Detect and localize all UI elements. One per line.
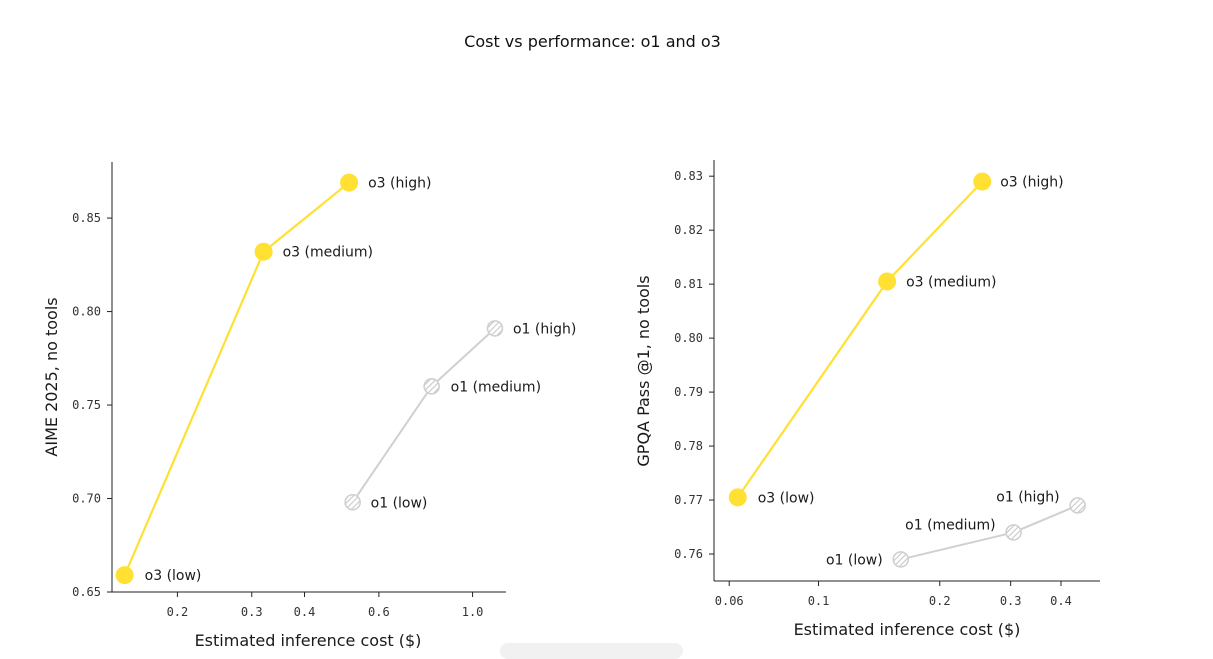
data-point-o1 <box>486 320 504 337</box>
y-tick-label: 0.78 <box>674 439 703 453</box>
data-label: o1 (high) <box>513 321 576 337</box>
x-axis-title: Estimated inference cost ($) <box>794 620 1021 639</box>
data-point-o3 <box>728 488 747 507</box>
y-tick-label: 0.85 <box>72 211 101 225</box>
y-tick-label: 0.81 <box>674 277 703 291</box>
data-point-o1 <box>892 551 910 568</box>
x-tick-label: 0.4 <box>294 605 316 619</box>
data-label: o3 (medium) <box>906 274 996 290</box>
y-tick-label: 0.65 <box>72 585 101 599</box>
y-axis-title: AIME 2025, no tools <box>42 297 61 456</box>
x-tick-label: 0.06 <box>715 594 744 608</box>
x-tick-label: 0.3 <box>241 605 263 619</box>
series-line-o1 <box>351 327 496 503</box>
x-tick-label: 0.2 <box>167 605 189 619</box>
series-line-o3 <box>736 180 984 498</box>
data-label: o1 (medium) <box>451 379 541 395</box>
data-point-o1 <box>344 493 361 511</box>
x-tick-label: 0.3 <box>1000 594 1022 608</box>
x-tick-label: 0.6 <box>368 605 390 619</box>
data-point-o3 <box>340 173 359 192</box>
data-label: o1 (high) <box>996 489 1059 505</box>
x-axis-title: Estimated inference cost ($) <box>195 631 422 648</box>
data-point-o1 <box>1005 524 1022 541</box>
x-tick-label: 0.4 <box>1050 594 1072 608</box>
y-tick-label: 0.79 <box>674 385 703 399</box>
y-tick-label: 0.80 <box>72 305 101 319</box>
data-label: o3 (high) <box>1000 175 1063 191</box>
data-label: o1 (low) <box>371 495 428 511</box>
data-point-o1 <box>423 378 440 395</box>
y-tick-label: 0.75 <box>72 398 101 412</box>
scroll-pill <box>500 643 683 659</box>
data-label: o1 (medium) <box>905 517 995 533</box>
y-tick-label: 0.76 <box>674 547 703 561</box>
y-tick-label: 0.83 <box>674 169 703 183</box>
data-point-o3 <box>115 566 134 585</box>
y-tick-label: 0.77 <box>674 493 703 507</box>
data-point-o3 <box>878 272 897 291</box>
data-label: o3 (high) <box>368 176 431 192</box>
y-axis-title: GPQA Pass @1, no tools <box>634 275 653 466</box>
data-label: o3 (medium) <box>283 245 373 261</box>
y-tick-label: 0.82 <box>674 223 703 237</box>
x-tick-label: 0.2 <box>929 594 951 608</box>
data-label: o3 (low) <box>145 568 202 584</box>
data-point-o1 <box>1069 497 1086 514</box>
data-label: o1 (low) <box>826 552 883 568</box>
y-tick-label: 0.80 <box>674 331 703 345</box>
data-label: o3 (low) <box>758 490 815 506</box>
page-title: Cost vs performance: o1 and o3 <box>464 32 721 51</box>
series-line-o3 <box>123 181 350 576</box>
x-tick-label: 1.0 <box>462 605 484 619</box>
y-tick-label: 0.70 <box>72 492 101 506</box>
x-tick-label: 0.1 <box>808 594 830 608</box>
data-point-o3 <box>254 242 273 261</box>
data-point-o3 <box>973 172 992 191</box>
